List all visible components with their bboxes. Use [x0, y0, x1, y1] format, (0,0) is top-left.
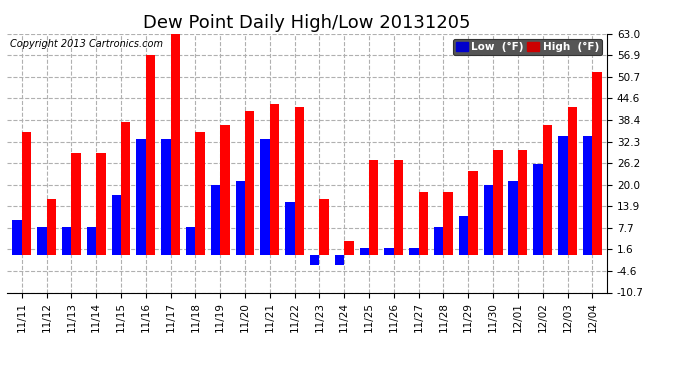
Bar — [137, 139, 146, 255]
Bar — [295, 108, 304, 255]
Bar — [359, 248, 369, 255]
Bar — [319, 199, 329, 255]
Bar — [509, 181, 518, 255]
Bar — [211, 185, 220, 255]
Bar — [409, 248, 419, 255]
Bar — [384, 248, 394, 255]
Bar — [335, 255, 344, 266]
Bar — [459, 216, 469, 255]
Bar — [592, 72, 602, 255]
Bar — [112, 195, 121, 255]
Bar — [62, 227, 71, 255]
Bar — [96, 153, 106, 255]
Text: Copyright 2013 Cartronics.com: Copyright 2013 Cartronics.com — [10, 39, 163, 49]
Bar — [567, 108, 577, 255]
Bar — [161, 139, 170, 255]
Bar — [434, 227, 444, 255]
Bar — [533, 164, 543, 255]
Bar — [344, 241, 354, 255]
Bar — [37, 227, 47, 255]
Bar — [87, 227, 96, 255]
Bar — [444, 192, 453, 255]
Bar — [310, 255, 319, 266]
Bar — [195, 132, 205, 255]
Bar — [583, 136, 592, 255]
Bar — [121, 122, 130, 255]
Bar — [558, 136, 567, 255]
Bar — [469, 171, 477, 255]
Bar — [245, 111, 255, 255]
Bar — [270, 104, 279, 255]
Bar — [543, 125, 552, 255]
Bar — [394, 160, 403, 255]
Bar — [285, 202, 295, 255]
Title: Dew Point Daily High/Low 20131205: Dew Point Daily High/Low 20131205 — [144, 14, 471, 32]
Bar — [493, 150, 502, 255]
Legend: Low  (°F), High  (°F): Low (°F), High (°F) — [453, 39, 602, 56]
Bar — [71, 153, 81, 255]
Bar — [22, 132, 31, 255]
Bar — [146, 55, 155, 255]
Bar — [186, 227, 195, 255]
Bar — [484, 185, 493, 255]
Bar — [419, 192, 428, 255]
Bar — [170, 34, 180, 255]
Bar — [235, 181, 245, 255]
Bar — [260, 139, 270, 255]
Bar — [47, 199, 56, 255]
Bar — [369, 160, 379, 255]
Bar — [12, 220, 22, 255]
Bar — [518, 150, 527, 255]
Bar — [220, 125, 230, 255]
